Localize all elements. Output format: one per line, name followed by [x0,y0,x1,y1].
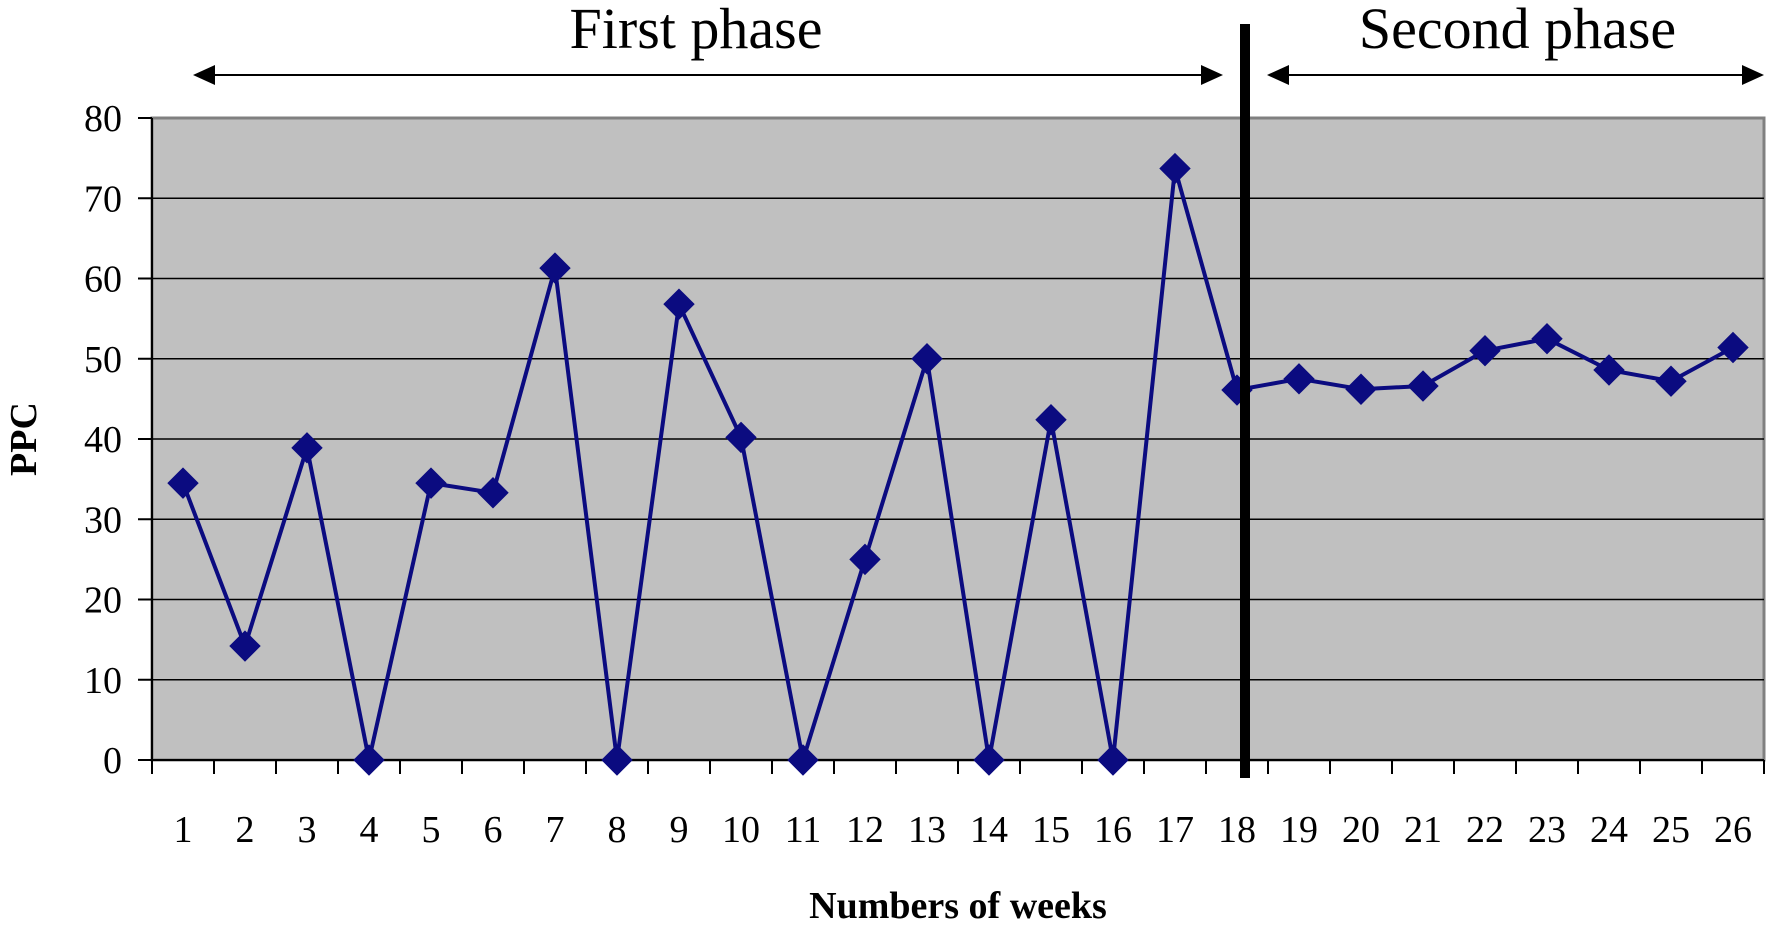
y-tick-label-50: 50 [84,339,122,381]
phase-arrowhead-left-2 [1267,65,1289,85]
phase-label-1: First phase [570,0,823,61]
data-point-week-23 [1531,322,1563,355]
phase-annotations: First phase Second phase [193,0,1764,85]
x-tick-label-8: 8 [608,809,627,851]
data-point-week-9 [663,288,695,320]
x-tick-label-20: 20 [1342,809,1380,851]
data-point-week-3 [291,432,323,464]
data-point-week-6 [477,477,509,509]
data-point-week-20 [1345,373,1377,405]
y-tick-label-10: 10 [84,660,122,702]
x-tick-label-15: 15 [1032,809,1070,851]
data-point-week-14 [973,744,1005,776]
data-point-week-21 [1407,370,1439,402]
data-point-week-4 [353,744,385,776]
data-point-week-15 [1035,404,1067,436]
x-tick-label-23: 23 [1528,809,1566,851]
data-point-week-25 [1655,365,1687,397]
data-point-week-26 [1717,331,1749,364]
y-tick-label-0: 0 [103,740,122,782]
series-markers [167,152,1749,776]
x-tick-label-21: 21 [1404,809,1442,851]
x-tick-label-17: 17 [1156,809,1194,851]
phase-arrowhead-right-2 [1742,65,1764,85]
data-point-week-19 [1283,363,1315,395]
x-tick-label-11: 11 [785,809,822,851]
x-tick-label-4: 4 [360,809,379,851]
y-tick-label-30: 30 [84,499,122,541]
phase-arrowhead-right-1 [1201,65,1223,85]
data-point-week-22 [1469,335,1501,367]
axes [138,117,1765,774]
data-point-week-7 [539,252,571,284]
x-axis-title: Numbers of weeks [809,885,1107,927]
y-tick-label-70: 70 [84,178,122,220]
data-point-week-12 [849,543,881,576]
data-point-week-24 [1593,354,1625,386]
y-tick-label-20: 20 [84,580,122,622]
y-tick-labels: 0 10 20 30 40 50 60 70 80 [84,98,122,782]
data-point-week-10 [725,421,757,454]
data-point-week-5 [415,467,447,499]
data-point-week-2 [229,630,261,662]
x-tick-label-5: 5 [422,809,441,851]
x-tick-label-1: 1 [174,809,193,851]
y-tick-label-40: 40 [84,419,122,461]
data-point-week-1 [167,467,199,499]
x-tick-label-24: 24 [1590,809,1628,851]
x-tick-label-19: 19 [1280,809,1318,851]
x-tick-label-3: 3 [298,809,317,851]
x-tick-label-12: 12 [846,809,884,851]
y-tick-label-60: 60 [84,259,122,301]
data-point-week-17 [1159,152,1191,185]
x-tick-label-10: 10 [722,809,760,851]
y-tick-label-80: 80 [84,98,122,140]
x-tick-label-26: 26 [1714,809,1752,851]
data-point-week-13 [911,343,943,375]
x-tick-label-25: 25 [1652,809,1690,851]
x-tick-label-16: 16 [1094,809,1132,851]
x-tick-label-9: 9 [670,809,689,851]
x-tick-label-2: 2 [236,809,255,851]
x-tick-label-7: 7 [546,809,565,851]
y-axis-title: PPC [3,402,45,476]
x-tick-label-6: 6 [484,809,503,851]
phase-label-2: Second phase [1359,0,1676,61]
grid-lines [152,197,1764,681]
x-tick-label-22: 22 [1466,809,1504,851]
x-tick-label-14: 14 [970,809,1008,851]
data-point-week-8 [601,744,633,776]
x-tick-label-18: 18 [1218,809,1256,851]
phase-arrowhead-left-1 [193,65,215,85]
x-tick-labels: 1 2 3 4 5 6 7 8 9 10 11 12 13 14 15 16 17 18 19 20 21 22 23 24 2… [174,809,1753,851]
x-tick-label-13: 13 [908,809,946,851]
data-point-week-11 [787,744,819,776]
data-point-week-16 [1097,744,1129,776]
